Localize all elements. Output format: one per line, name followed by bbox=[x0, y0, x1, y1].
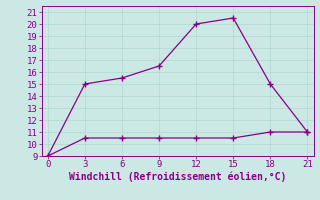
X-axis label: Windchill (Refroidissement éolien,°C): Windchill (Refroidissement éolien,°C) bbox=[69, 172, 286, 182]
